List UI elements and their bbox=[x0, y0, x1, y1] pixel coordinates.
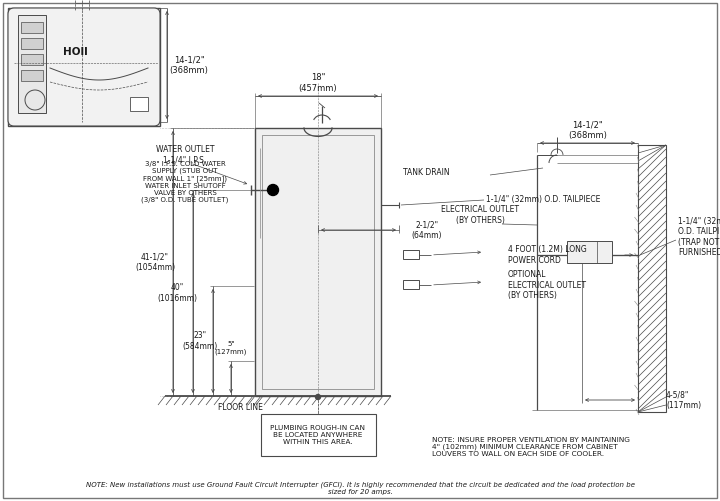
Text: 2-1/2"
(64mm): 2-1/2" (64mm) bbox=[412, 220, 442, 239]
Text: NOTE: INSURE PROPER VENTILATION BY MAINTAINING
4" (102mm) MINIMUM CLEARANCE FROM: NOTE: INSURE PROPER VENTILATION BY MAINT… bbox=[432, 437, 630, 457]
Text: PLUMBING ROUGH-IN CAN
BE LOCATED ANYWHERE
WITHIN THIS AREA.: PLUMBING ROUGH-IN CAN BE LOCATED ANYWHER… bbox=[271, 425, 366, 445]
Text: OPTIONAL
ELECTRICAL OUTLET
(BY OTHERS): OPTIONAL ELECTRICAL OUTLET (BY OTHERS) bbox=[508, 270, 586, 300]
Bar bbox=[21, 54, 43, 65]
Bar bbox=[21, 22, 43, 33]
Bar bbox=[21, 38, 43, 49]
Bar bbox=[18, 15, 46, 113]
Text: 4 FOOT (1.2M) LONG
POWER CORD: 4 FOOT (1.2M) LONG POWER CORD bbox=[508, 245, 587, 265]
Bar bbox=[8, 8, 160, 126]
Text: HOll: HOll bbox=[63, 47, 87, 57]
Bar bbox=[261, 414, 376, 456]
Text: 18"
(457mm): 18" (457mm) bbox=[299, 73, 337, 93]
Bar bbox=[130, 97, 148, 111]
Text: ELECTRICAL OUTLET
(BY OTHERS): ELECTRICAL OUTLET (BY OTHERS) bbox=[441, 205, 519, 225]
Bar bbox=[262, 135, 374, 389]
Text: NOTE: New installations must use Ground Fault Circuit Interrupter (GFCI). It is : NOTE: New installations must use Ground … bbox=[86, 481, 634, 494]
Bar bbox=[638, 145, 666, 412]
Text: 14-1/2"
(368mm): 14-1/2" (368mm) bbox=[170, 55, 208, 75]
Text: 5"
(127mm): 5" (127mm) bbox=[215, 341, 247, 355]
Text: FLOOR LINE: FLOOR LINE bbox=[217, 403, 262, 412]
Text: 4-5/8"
(117mm): 4-5/8" (117mm) bbox=[666, 390, 701, 410]
FancyBboxPatch shape bbox=[8, 8, 160, 126]
Text: 41-1/2"
(1054mm): 41-1/2" (1054mm) bbox=[135, 253, 175, 272]
Bar bbox=[567, 241, 612, 263]
Bar bbox=[403, 280, 419, 289]
Text: 14-1/2"
(368mm): 14-1/2" (368mm) bbox=[568, 120, 607, 140]
Bar bbox=[255, 128, 381, 396]
Text: 23"
(584mm): 23" (584mm) bbox=[182, 331, 217, 351]
Text: 3/8" I.P.S. COLD WATER
SUPPLY (STUB OUT
FROM WALL 1" [25mm])
WATER INLET SHUTOFF: 3/8" I.P.S. COLD WATER SUPPLY (STUB OUT … bbox=[141, 161, 229, 203]
Text: 1-1/4" (32mm) O.D. TAILPIECE: 1-1/4" (32mm) O.D. TAILPIECE bbox=[486, 194, 600, 203]
Text: TANK DRAIN: TANK DRAIN bbox=[403, 167, 450, 176]
Circle shape bbox=[315, 394, 320, 399]
Bar bbox=[21, 70, 43, 81]
Text: 40"
(1016mm): 40" (1016mm) bbox=[157, 283, 197, 303]
Bar bbox=[403, 250, 419, 259]
Text: 1-1/4" (32mm)
O.D. TAILPIECE
(TRAP NOT
FURNISHED): 1-1/4" (32mm) O.D. TAILPIECE (TRAP NOT F… bbox=[678, 217, 720, 257]
Text: WATER OUTLET
1-1/4" I.P.S.: WATER OUTLET 1-1/4" I.P.S. bbox=[156, 145, 215, 165]
Circle shape bbox=[268, 184, 279, 195]
